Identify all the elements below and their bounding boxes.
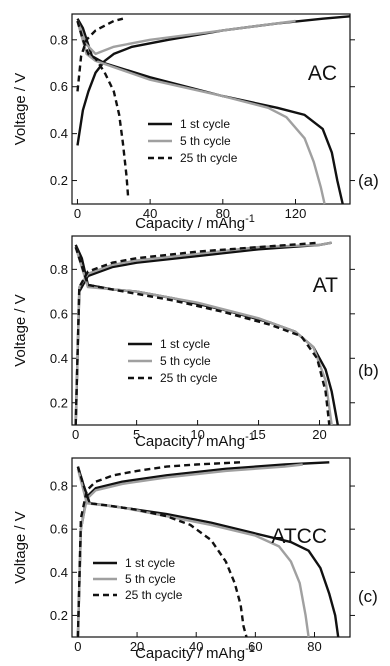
y-tick-label: 0.8 [50,262,68,277]
y-tick-label: 0.2 [50,173,68,188]
series-line-charge-2 [76,461,241,638]
x-axis-label-superscript: -1 [245,431,255,443]
chart-panel-0: 0.2 0.4 0.6 0.8 0 40 80 120 Voltage / V Capacity … [12,13,379,232]
x-axis-label: Capacity / mAhg-1 [135,431,255,450]
x-tick-label: 5 [133,427,140,442]
x-axis-label-superscript: -1 [245,213,255,225]
x-axis-label: Capacity / mAhg-1 [135,643,255,662]
series-line-charge-2 [74,241,320,426]
x-tick-label: 10 [190,427,204,442]
legend-label-0: 1 st cycle [125,556,175,570]
x-tick-label: 120 [285,206,307,221]
chart-panel-1: 0.2 0.4 0.6 0.8 0 5 10 15 20 Voltage / V Capacity … [12,235,379,450]
series-line-charge-0 [76,461,330,638]
legend-label-1: 5 th cycle [160,354,211,368]
y-tick-label: 0.6 [50,79,68,94]
y-tick-label: 0.4 [50,351,68,366]
series-line-discharge-1 [74,246,333,426]
series-line-charge-2 [76,17,124,92]
x-tick-label: 60 [248,639,262,654]
panel-label: AT [313,274,338,297]
y-tick-label: 0.8 [50,479,68,494]
y-tick-label: 0.6 [50,522,68,537]
y-axis-label: Voltage / V [12,294,29,367]
x-tick-label: 15 [251,427,265,442]
x-tick-label: 20 [130,639,144,654]
chart-panel-2: 0.2 0.4 0.6 0.8 0 20 40 60 80 Voltage / V Capacity… [12,457,378,662]
series-line-charge-1 [76,19,296,56]
x-tick-label: 20 [312,427,326,442]
plot-frame [71,235,351,426]
series-line-discharge-2 [74,246,331,426]
legend-label-0: 1 st cycle [180,117,230,131]
x-axis-label: Capacity / mAhg-1 [135,213,255,232]
series-line-discharge-1 [76,20,326,205]
x-tick-label: 80 [216,206,230,221]
legend-label-2: 25 th cycle [180,151,238,165]
legend-label-1: 5 th cycle [125,572,176,586]
y-tick-label: 0.2 [50,395,68,410]
x-tick-label: 0 [74,206,81,221]
subfigure-label: (c) [358,587,378,606]
panel-label: AC [308,62,337,85]
x-tick-label: 80 [307,639,321,654]
series-line-discharge-2 [76,20,130,200]
x-tick-label: 0 [72,427,79,442]
panel-label: ATCC [271,525,327,548]
legend-label-0: 1 st cycle [160,337,210,351]
y-tick-label: 0.8 [50,32,68,47]
x-tick-label: 40 [143,206,157,221]
y-tick-label: 0.2 [50,608,68,623]
legend-label-2: 25 th cycle [160,371,218,385]
subfigure-label: (b) [358,361,379,380]
series-line-discharge-1 [76,468,310,638]
y-axis-label: Voltage / V [12,73,29,146]
plot-frame [71,457,351,638]
x-tick-label: 40 [189,639,203,654]
legend-label-2: 25 th cycle [125,588,183,602]
subfigure-label: (a) [358,171,379,190]
x-tick-label: 0 [74,639,81,654]
legend-label-1: 5 th cycle [180,134,231,148]
y-tick-label: 0.6 [50,306,68,321]
y-tick-label: 0.4 [50,565,68,580]
x-axis-label-superscript: -1 [245,643,255,655]
y-axis-label: Voltage / V [12,511,29,584]
series-line-discharge-0 [76,466,340,638]
plot-frame [71,13,351,205]
series-line-charge-1 [76,463,303,638]
y-tick-label: 0.4 [50,126,68,141]
series-line-discharge-2 [76,466,248,638]
